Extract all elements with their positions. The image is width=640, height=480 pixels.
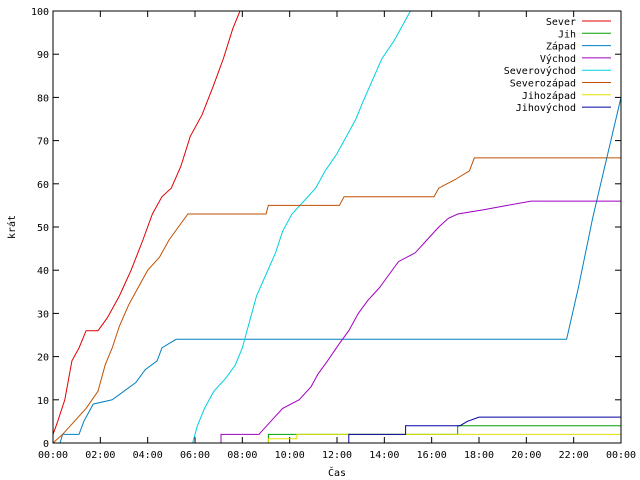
series-line-6 <box>53 157 621 443</box>
y-tick-label: 40 <box>37 266 49 277</box>
x-tick-label: 04:00 <box>133 450 163 461</box>
x-tick-label: 20:00 <box>511 450 541 461</box>
y-tick-label: 0 <box>43 439 49 450</box>
x-tick-label: 08:00 <box>227 450 257 461</box>
x-tick-label: 02:00 <box>85 450 115 461</box>
y-tick-label: 80 <box>37 93 49 104</box>
y-tick-label: 90 <box>37 50 49 61</box>
x-tick-label: 14:00 <box>369 450 399 461</box>
series-line-3 <box>53 97 621 443</box>
y-tick-label: 10 <box>37 396 49 407</box>
series-line-8 <box>53 416 621 443</box>
y-tick-label: 100 <box>31 7 49 18</box>
legend-label: Sever <box>546 17 576 28</box>
x-axis-label: Čas <box>328 466 346 479</box>
legend-label: Západ <box>546 41 576 53</box>
plot-frame <box>52 10 622 444</box>
legend-label: Jihozápad <box>522 90 576 102</box>
x-tick-label: 00:00 <box>606 450 636 461</box>
legend-label: Jihovýchod <box>516 102 576 114</box>
y-axis-label: krát <box>6 215 18 239</box>
x-tick-label: 06:00 <box>180 450 210 461</box>
x-tick-label: 12:00 <box>322 450 352 461</box>
x-tick-label: 00:00 <box>38 450 68 461</box>
legend-label: Severovýchod <box>504 65 576 77</box>
axis-ticks: 0 10 20 30 40 50 60 70 80 90 100 00:00 02:00 04:00 06:… <box>31 7 636 461</box>
series-lines <box>53 11 621 443</box>
x-tick-label: 10:00 <box>275 450 305 461</box>
series-line-5 <box>53 11 411 443</box>
legend: SeverJihZápadVýchodSeverovýchodSeverozáp… <box>504 17 611 114</box>
y-tick-label: 70 <box>37 137 49 148</box>
y-tick-label: 20 <box>37 353 49 364</box>
y-tick-label: 30 <box>37 309 49 320</box>
x-tick-label: 18:00 <box>464 450 494 461</box>
x-tick-label: 22:00 <box>559 450 589 461</box>
legend-label: Severozápad <box>510 78 576 90</box>
y-tick-label: 50 <box>37 223 49 234</box>
legend-label: Východ <box>540 53 576 65</box>
series-line-4 <box>53 200 621 443</box>
y-tick-label: 60 <box>37 180 49 191</box>
x-tick-label: 16:00 <box>417 450 447 461</box>
legend-label: Jih <box>558 29 576 40</box>
series-line-1 <box>53 11 241 435</box>
